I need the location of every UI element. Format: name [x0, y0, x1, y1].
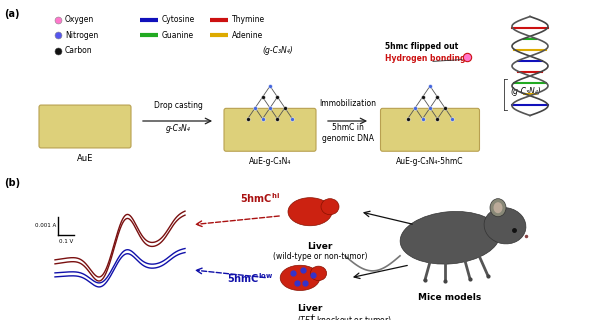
Text: Cytosine: Cytosine	[162, 15, 195, 24]
Text: ($\it{TET}$ knockout or tumor): ($\it{TET}$ knockout or tumor)	[297, 314, 392, 320]
Text: (wild-type or non-tumor): (wild-type or non-tumor)	[273, 252, 367, 261]
Text: (: (	[310, 314, 313, 320]
Text: Adenine: Adenine	[232, 31, 263, 40]
Text: Mice models: Mice models	[418, 293, 482, 302]
Text: g-C₃N₄: g-C₃N₄	[165, 124, 190, 133]
FancyBboxPatch shape	[39, 105, 131, 148]
Text: (g-C₃N₄): (g-C₃N₄)	[262, 46, 293, 55]
Ellipse shape	[400, 212, 500, 264]
Text: 5hmC$^{\mathregular{hi}}$: 5hmC$^{\mathregular{hi}}$	[240, 191, 280, 204]
Text: Guanine: Guanine	[162, 31, 194, 40]
Ellipse shape	[484, 208, 526, 244]
Text: Hydrogen bonding: Hydrogen bonding	[385, 54, 466, 63]
FancyBboxPatch shape	[381, 108, 479, 151]
Ellipse shape	[288, 198, 332, 226]
Text: Liver: Liver	[297, 304, 323, 313]
FancyBboxPatch shape	[224, 108, 316, 151]
Text: AuE-g-C₃N₄: AuE-g-C₃N₄	[249, 157, 291, 166]
Text: 5hmc flipped out: 5hmc flipped out	[385, 42, 458, 51]
Text: Oxygen: Oxygen	[65, 15, 94, 24]
Ellipse shape	[493, 202, 502, 213]
Ellipse shape	[280, 265, 320, 291]
Text: AuE: AuE	[77, 154, 93, 163]
Text: 5hmC$^{\mathregular{low}}$: 5hmC$^{\mathregular{low}}$	[227, 271, 273, 285]
Text: genomic DNA: genomic DNA	[322, 134, 374, 143]
Ellipse shape	[310, 266, 327, 281]
Text: Nitrogen: Nitrogen	[65, 31, 98, 40]
Text: 0.1 V: 0.1 V	[59, 239, 73, 244]
Text: Thymine: Thymine	[232, 15, 265, 24]
Ellipse shape	[490, 199, 506, 217]
Ellipse shape	[321, 199, 339, 215]
Text: 0.001 A: 0.001 A	[35, 223, 56, 228]
Text: AuE-g-C₃N₄-5hmC: AuE-g-C₃N₄-5hmC	[396, 157, 464, 166]
Text: (a): (a)	[4, 9, 20, 19]
Text: Liver: Liver	[307, 242, 333, 251]
Text: Immobilization: Immobilization	[320, 99, 376, 108]
Text: Drop casting: Drop casting	[154, 101, 203, 110]
Text: Carbon: Carbon	[65, 46, 93, 55]
Text: (g-C₃N₄): (g-C₃N₄)	[510, 86, 541, 95]
Text: 5hmC in: 5hmC in	[332, 123, 364, 132]
Text: (b): (b)	[4, 178, 20, 188]
